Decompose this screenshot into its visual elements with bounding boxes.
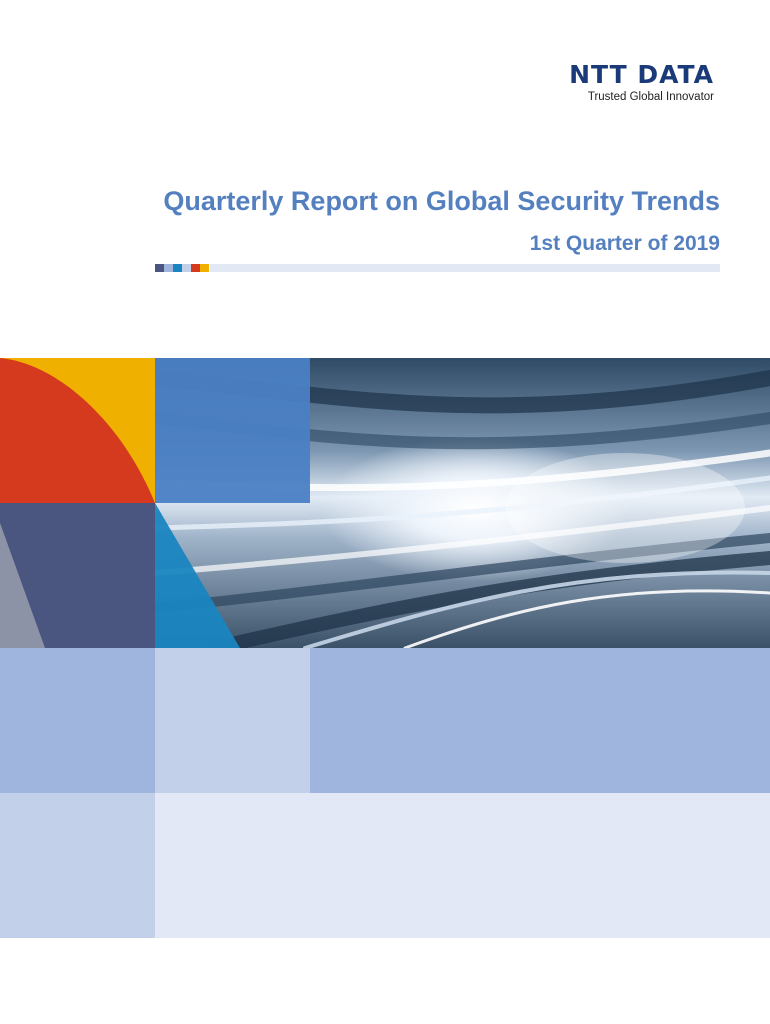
swatch-red [191, 264, 200, 272]
tile-light-lavender [155, 648, 310, 793]
cover-graphic [0, 358, 770, 938]
tile-gray-wedge [0, 523, 45, 648]
motion-streaks [155, 370, 770, 648]
logo-wordmark: NTT DATA [569, 60, 714, 89]
decorative-color-bar [155, 264, 720, 272]
tile-mid-blue [155, 358, 310, 503]
report-subtitle: 1st Quarter of 2019 [529, 232, 720, 255]
swatch-slate [155, 264, 164, 272]
tile-lavender-wide [310, 648, 770, 793]
tile-light-lavender-bottom [0, 793, 155, 938]
tile-pale-lavender-wide [155, 793, 770, 938]
logo-tagline: Trusted Global Innovator [587, 91, 714, 103]
report-title: Quarterly Report on Global Security Tren… [163, 186, 720, 216]
swatch-blue [173, 264, 182, 272]
swatch-track [210, 264, 720, 272]
tile-red-curve [0, 358, 155, 503]
tile-teal-triangle [155, 503, 240, 648]
ntt-data-logo: NTT DATA Trusted Global Innovator [569, 62, 714, 104]
swatch-lavender [164, 264, 173, 272]
tile-lavender-left [0, 648, 155, 793]
swatch-light-blue [182, 264, 191, 272]
swatch-yellow [200, 264, 209, 272]
